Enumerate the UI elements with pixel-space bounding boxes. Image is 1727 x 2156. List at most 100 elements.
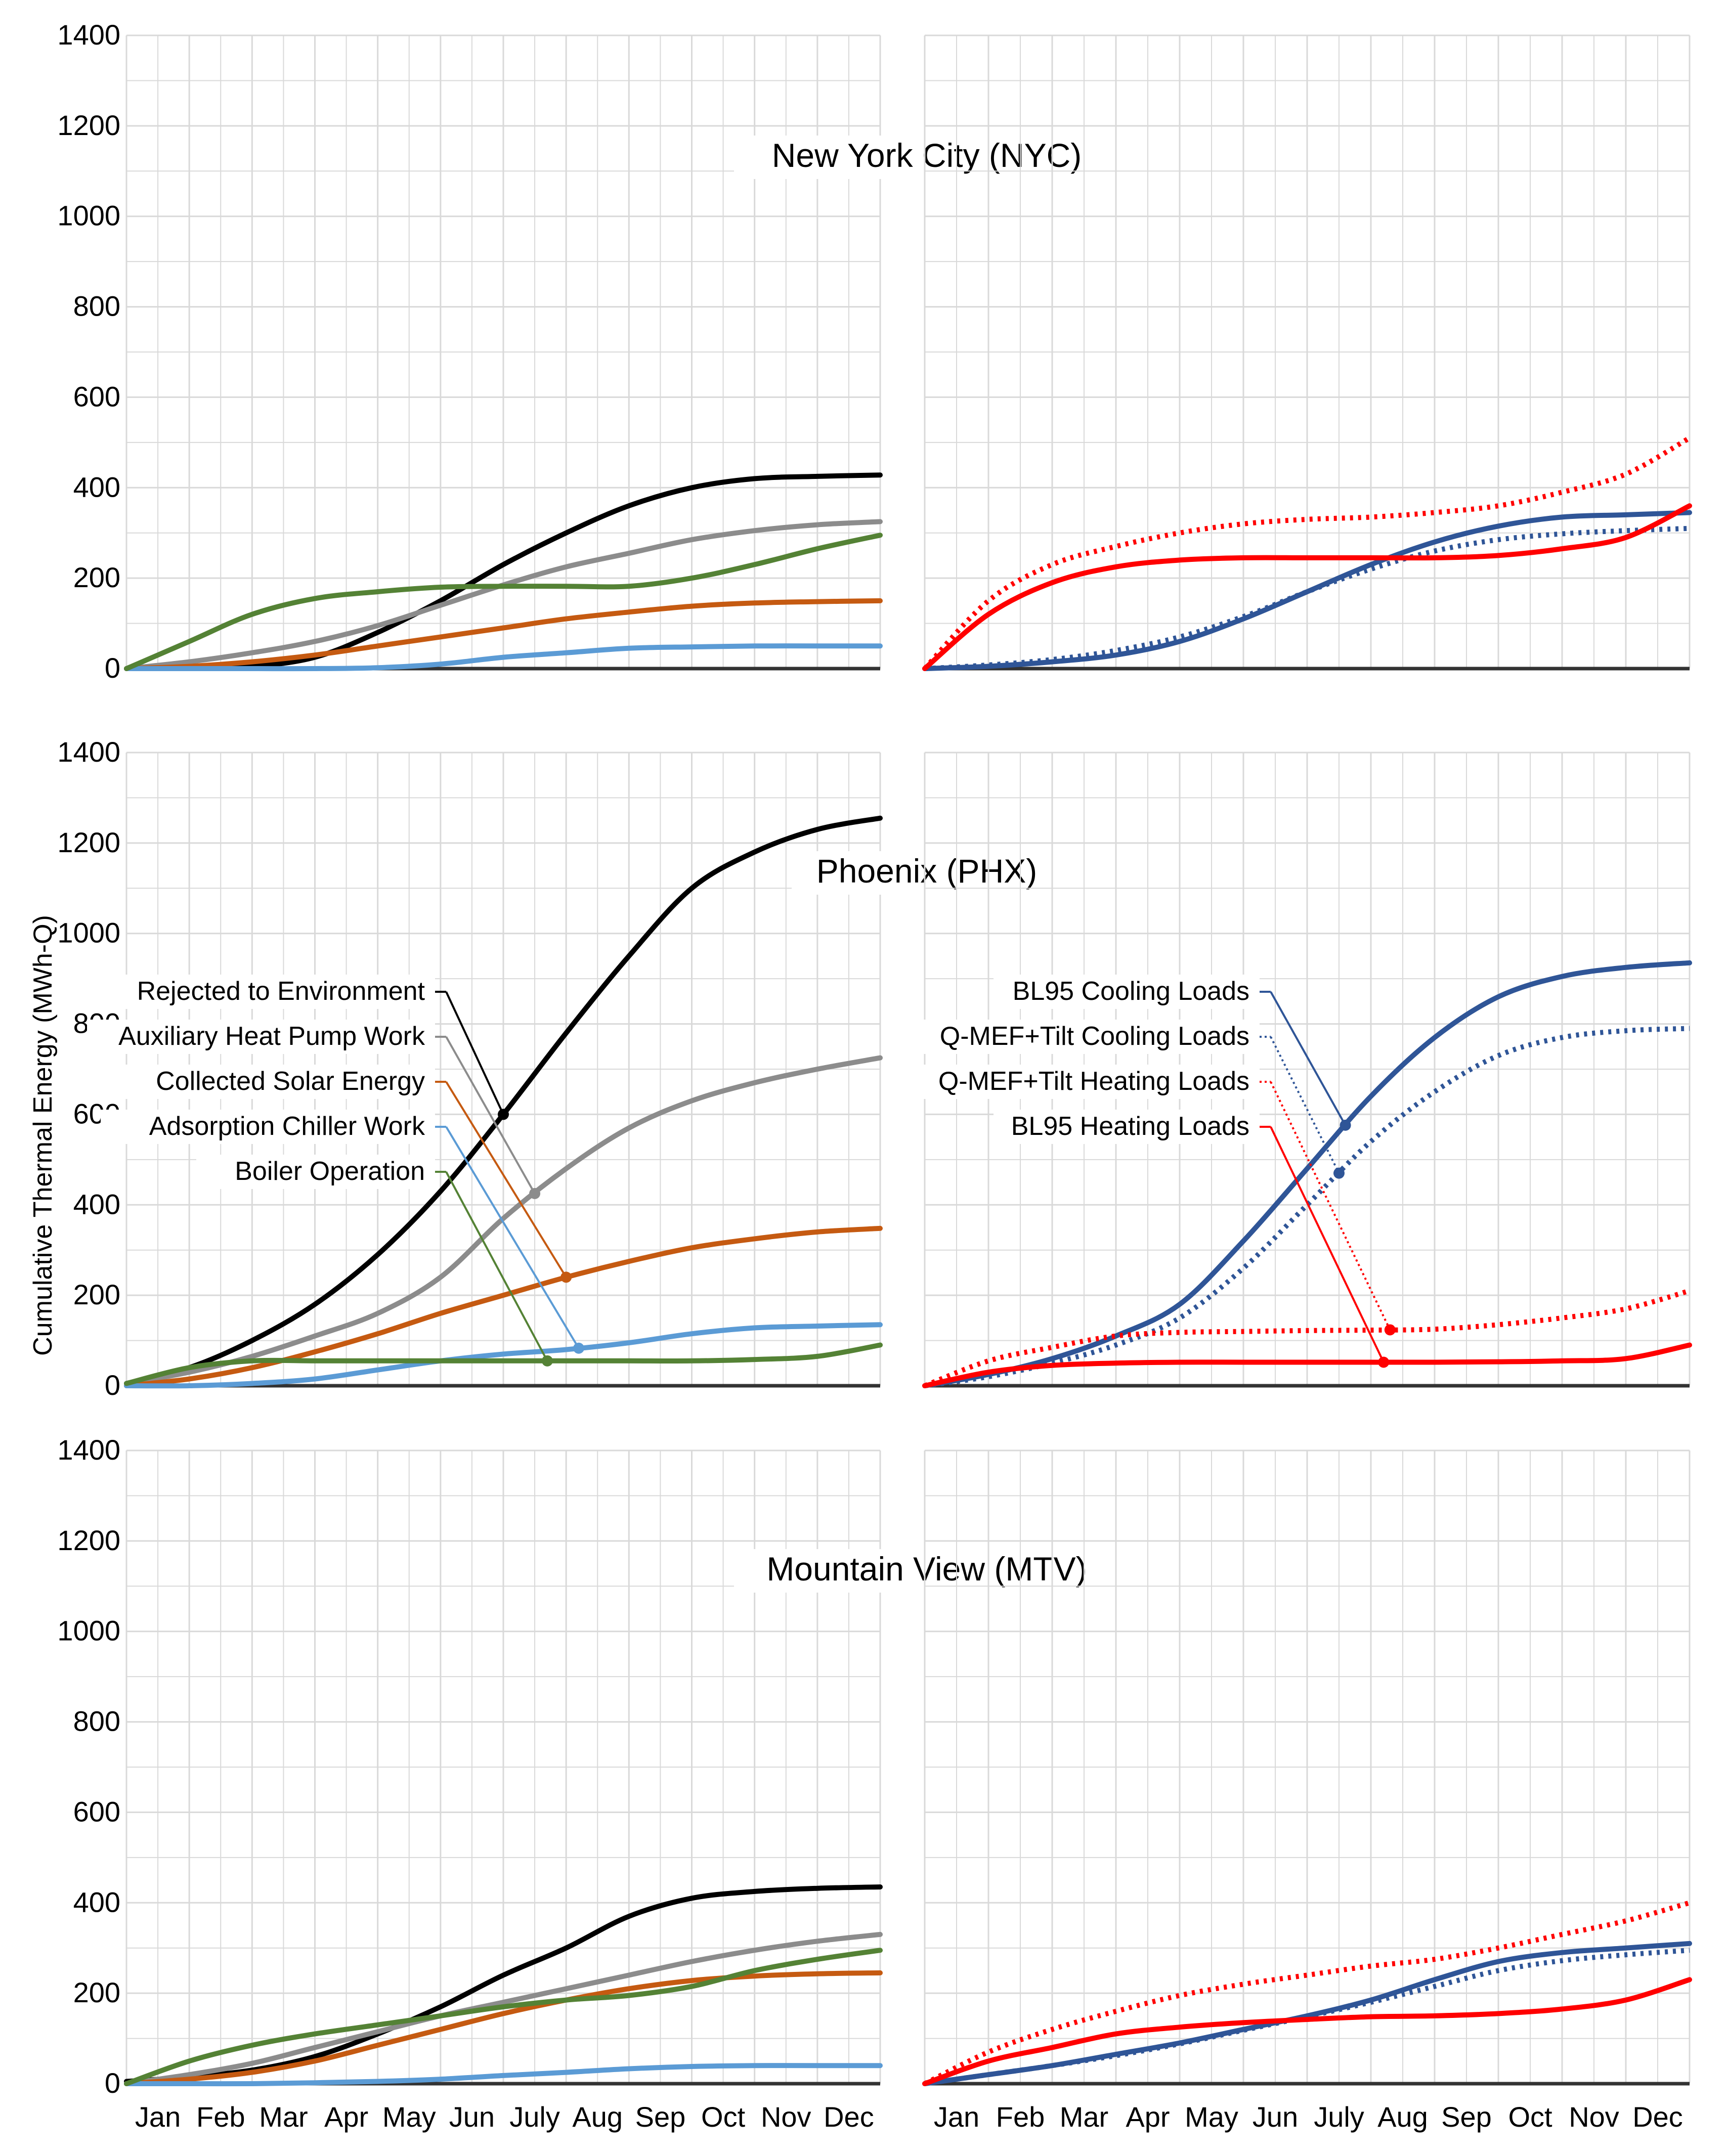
legend-leader-line <box>445 1126 580 1349</box>
x-tick-label: Nov <box>1569 2101 1619 2133</box>
x-tick-label: Jun <box>449 2101 495 2133</box>
series-line-collected-solar-energy <box>124 1970 883 2086</box>
legend-leader-line <box>445 991 504 1115</box>
legend-callout-dot <box>498 1109 509 1120</box>
legend-callout-dot <box>1333 1167 1345 1179</box>
x-tick-label: Sep <box>635 2101 686 2133</box>
x-tick-label: May <box>1185 2101 1238 2133</box>
x-tick-label: Feb <box>196 2101 245 2133</box>
legend-leader-line <box>445 1171 548 1361</box>
panel-title: Phoenix (PHX) <box>816 852 1038 890</box>
legend-label-q-mef-tilt-cooling-loads: Q-MEF+Tilt Cooling Loads <box>940 1022 1249 1051</box>
series-line-collected-solar-energy <box>124 1225 883 1388</box>
legend-label-bg <box>912 1065 1260 1099</box>
series-line-bl95-cooling-loads <box>922 960 1692 1388</box>
series-line-bl95-cooling-loads <box>922 510 1692 671</box>
panel-title-bg <box>734 1549 1119 1593</box>
y-tick-label: 1000 <box>57 917 120 949</box>
x-tick-label: Apr <box>324 2101 368 2133</box>
y-tick-label: 600 <box>73 1795 120 1827</box>
x-tick-label: Mar <box>1060 2101 1108 2133</box>
series-line-boiler-operation <box>124 1342 883 1386</box>
y-tick-label: 400 <box>73 1188 120 1220</box>
y-axis-title: Cumulative Thermal Energy (MWh-Q) <box>28 915 58 1356</box>
series-line-bl95-heating-loads <box>922 1342 1692 1388</box>
legend-callout-dot <box>529 1187 541 1199</box>
x-tick-label: July <box>509 2101 560 2133</box>
legend-label-bg <box>101 975 435 1009</box>
x-tick-label: Oct <box>701 2101 746 2133</box>
legend-label-auxiliary-heat-pump-work: Auxiliary Heat Pump Work <box>118 1022 425 1051</box>
legend-leader-line <box>445 1081 567 1278</box>
y-tick-label: 1400 <box>57 736 120 768</box>
x-tick-label: Dec <box>1632 2101 1683 2133</box>
panel-1-left: 0 200 400 600 800 1000 1200 1400 <box>57 19 883 684</box>
legend-callout-dot <box>560 1271 572 1283</box>
legend-label-bg <box>994 1110 1260 1144</box>
y-tick-label: 0 <box>105 1369 120 1401</box>
series-line-adsorption-chiller-work <box>124 1322 883 1389</box>
legend-callout-dot <box>1378 1356 1390 1368</box>
legend-callout-dot <box>1340 1119 1351 1131</box>
y-tick-label: 1000 <box>57 1615 120 1647</box>
legend-right: BL95 Cooling Loads Q-MEF+Tilt Cooling Loa… <box>912 975 1396 1368</box>
legend-left: Rejected to Environment Auxiliary Heat Pu… <box>87 975 584 1367</box>
x-tick-label: Jan <box>135 2101 181 2133</box>
legend-leader-line <box>1270 1081 1391 1331</box>
y-tick-label: 400 <box>73 471 120 503</box>
legend-label-q-mef-tilt-heating-loads: Q-MEF+Tilt Heating Loads <box>938 1067 1249 1096</box>
legend-label-bl95-cooling-loads: BL95 Cooling Loads <box>1013 977 1249 1006</box>
legend-label-bg <box>912 1020 1260 1054</box>
legend-leader-line <box>1270 991 1347 1126</box>
legend-label-bg <box>196 1155 435 1189</box>
x-tick-label: May <box>382 2101 436 2133</box>
x-tick-label: July <box>1314 2101 1364 2133</box>
legend-label-bg <box>114 1065 435 1099</box>
y-tick-label: 200 <box>73 1279 120 1310</box>
series-line-bl95-heating-loads <box>922 503 1692 671</box>
series-line-collected-solar-energy <box>124 598 883 671</box>
y-tick-label: 1200 <box>57 109 120 141</box>
legend-label-collected-solar-energy: Collected Solar Energy <box>156 1067 425 1096</box>
series-line-q-mef-tilt-heating-loads <box>923 1900 1691 2086</box>
legend-label-boiler-operation: Boiler Operation <box>235 1157 425 1186</box>
series-line-auxiliary-heat-pump-work <box>124 1931 883 2086</box>
panel-3-right: Jan Feb Mar Apr May Jun July Aug Sep Oct Nov Dec <box>922 1449 1692 2133</box>
x-tick-label: Oct <box>1508 2101 1552 2133</box>
y-tick-label: 200 <box>73 1976 120 2008</box>
series-line-boiler-operation <box>124 533 883 671</box>
x-tick-label: Sep <box>1441 2101 1492 2133</box>
y-tick-label: 800 <box>73 1705 120 1737</box>
y-tick-label: 1200 <box>57 826 120 858</box>
y-tick-label: 1400 <box>57 1434 120 1466</box>
x-tick-label: Feb <box>996 2101 1045 2133</box>
legend-leader-line <box>1270 1036 1340 1174</box>
legend-label-bg <box>994 975 1260 1009</box>
legend-label-adsorption-chiller-work: Adsorption Chiller Work <box>149 1112 425 1141</box>
series-line-q-mef-tilt-heating-loads <box>924 1288 1691 1388</box>
y-tick-label: 800 <box>73 290 120 322</box>
y-tick-label: 200 <box>73 561 120 593</box>
x-tick-label: Nov <box>761 2101 811 2133</box>
y-tick-label: 1000 <box>57 200 120 232</box>
legend-callout-dot <box>1384 1324 1396 1336</box>
y-tick-label: 600 <box>73 380 120 412</box>
series-line-adsorption-chiller-work <box>124 643 883 672</box>
series-line-bl95-heating-loads <box>922 1977 1692 2086</box>
panel-title-bg <box>734 136 1119 179</box>
series-line-auxiliary-heat-pump-work <box>124 1055 883 1386</box>
legend-leader-line <box>445 1036 536 1194</box>
x-tick-label: Aug <box>1377 2101 1428 2133</box>
y-tick-label: 0 <box>105 2067 120 2099</box>
x-tick-label: Jan <box>934 2101 979 2133</box>
x-tick-label: Jun <box>1253 2101 1298 2133</box>
panel-3-left: 0 200 400 600 800 1000 1200 1400 Jan Feb Mar Apr May… <box>57 1434 883 2133</box>
legend-callout-dot <box>541 1355 553 1367</box>
legend-label-bl95-heating-loads: BL95 Heating Loads <box>1011 1112 1249 1141</box>
panel-title-bg <box>792 851 1062 895</box>
x-tick-label: Mar <box>259 2101 308 2133</box>
panel-title: New York City (NYC) <box>772 137 1082 174</box>
legend-label-bg <box>87 1020 435 1054</box>
legend-label-rejected-to-environment: Rejected to Environment <box>137 977 425 1006</box>
